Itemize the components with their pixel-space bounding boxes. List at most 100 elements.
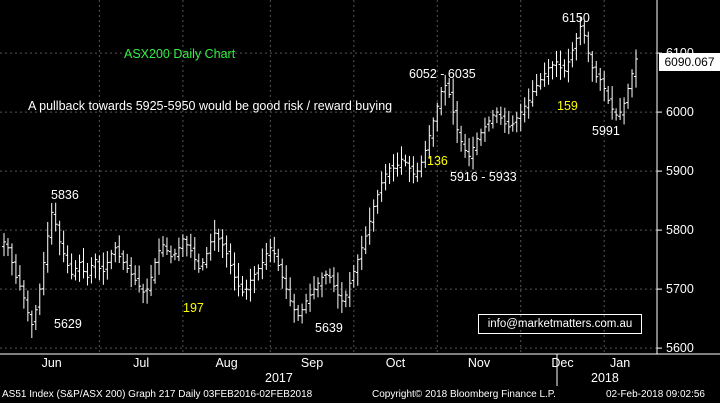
ohlc-bar (149, 264, 154, 297)
ohlc-bar (542, 62, 547, 87)
ohlc-bar (172, 248, 177, 261)
ohlc-bar (526, 88, 531, 119)
ohlc-bar (121, 250, 126, 270)
ohlc-bar (447, 78, 452, 98)
y-tick-5700: 5700 (666, 282, 694, 296)
ohlc-bar (153, 258, 158, 284)
ohlc-bar (77, 254, 82, 282)
annotation-5916-5933: 5916 - 5933 (450, 170, 517, 184)
x-tick-Oct: Oct (386, 356, 406, 370)
ohlc-bar (407, 155, 412, 183)
ohlc-bar (355, 254, 360, 286)
ohlc-bar (97, 255, 102, 281)
ohlc-bar (630, 69, 635, 98)
ohlc-bar (53, 202, 58, 232)
ohlc-bar (101, 252, 106, 285)
ohlc-bar (323, 270, 328, 285)
ohlc-bar (590, 51, 595, 82)
ohlc-bar (252, 266, 257, 294)
ohlc-bar (375, 189, 380, 214)
ohlc-bar (316, 277, 321, 298)
ohlc-bar (89, 257, 94, 284)
x-tick-Jul: Jul (133, 356, 149, 370)
ohlc-bar (582, 21, 587, 44)
footer-index-info: AS51 Index (S&P/ASX 200) Graph 217 Daily… (2, 389, 313, 400)
ohlc-bar (371, 199, 376, 232)
ohlc-bar (69, 253, 74, 280)
ohlc-bar (208, 233, 213, 261)
annotation-6150: 6150 (562, 11, 590, 25)
ohlc-bar (427, 125, 432, 159)
ohlc-bar (411, 156, 416, 184)
ohlc-bar (439, 86, 444, 116)
ohlc-bar (85, 262, 90, 286)
ohlc-bar (105, 251, 110, 280)
ohlc-bar (244, 279, 249, 300)
y-tick-5600: 5600 (666, 341, 694, 355)
current-price-tag: 6090.067 (659, 53, 720, 71)
ohlc-bar (168, 245, 173, 264)
ohlc-bar (471, 136, 476, 170)
ohlc-bar (125, 253, 130, 273)
x-tick-Nov: Nov (468, 356, 491, 370)
x-tick-Jan: Jan (610, 356, 630, 370)
ohlc-bar (308, 283, 313, 312)
y-tick-5800: 5800 (666, 223, 694, 237)
ohlc-bar (41, 251, 46, 296)
ohlc-bar (113, 241, 118, 263)
ohlc-bar (264, 242, 269, 270)
ohlc-bar (494, 107, 499, 124)
ohlc-bar (240, 275, 245, 297)
year-label-2018: 2018 (591, 371, 619, 385)
ohlc-bar (399, 146, 404, 175)
ohlc-bar (61, 230, 66, 263)
ohlc-bar (443, 74, 448, 106)
ohlc-bar (598, 67, 603, 91)
ohlc-bar (176, 237, 181, 262)
y-tick-labels: 560057005800590060006100 (657, 46, 694, 355)
x-tick-Dec: Dec (551, 356, 573, 370)
ohlc-bar (459, 125, 464, 152)
ohlc-bar (65, 245, 70, 274)
ohlc-bar (614, 108, 619, 121)
ohlc-bar (451, 78, 456, 125)
ohlc-bar (248, 268, 253, 302)
ohlc-bar (9, 243, 14, 276)
ohlc-bar (81, 247, 86, 279)
ohlc-bar (538, 73, 543, 90)
ohlc-bar (431, 117, 436, 147)
ohlc-bar (137, 265, 142, 293)
ohlc-bar (522, 97, 527, 123)
x-tick-labels: Jun Jul Aug Sep Oct Nov Dec Jan (42, 356, 631, 370)
ohlc-bar (578, 16, 583, 46)
ohlc-bar (478, 128, 483, 146)
ohlc-bar (212, 219, 217, 251)
ohlc-bar (268, 238, 273, 263)
contact-email[interactable]: info@marketmatters.com.au (478, 314, 642, 334)
ohlc-bar (435, 102, 440, 132)
ohlc-bar (224, 235, 229, 268)
ohlc-bar (379, 171, 384, 202)
ohlc-bar (25, 290, 30, 322)
year-label-2017: 2017 (265, 371, 293, 385)
ohlc-bar (347, 271, 352, 307)
ohlc-bar (534, 73, 539, 96)
ohlc-bar (339, 282, 344, 313)
ohlc-bar (634, 49, 638, 88)
annotation-136: 136 (427, 154, 448, 168)
ohlc-bar (602, 71, 607, 101)
ohlc-bar (292, 293, 297, 323)
ohlc-bar (327, 268, 332, 284)
ohlc-bar (37, 283, 42, 316)
ohlc-bar (586, 31, 591, 63)
ohlc-bar (506, 110, 511, 135)
ohlc-bar (395, 152, 400, 177)
ohlc-bar (558, 50, 563, 80)
ohlc-bar (351, 264, 356, 288)
ohlc-bar (312, 275, 317, 300)
ohlc-bar (164, 237, 169, 255)
ohlc-bar (618, 97, 623, 120)
ohlc-bar (367, 207, 372, 245)
ohlc-bar (204, 246, 209, 269)
ohlc-bar (415, 162, 420, 182)
